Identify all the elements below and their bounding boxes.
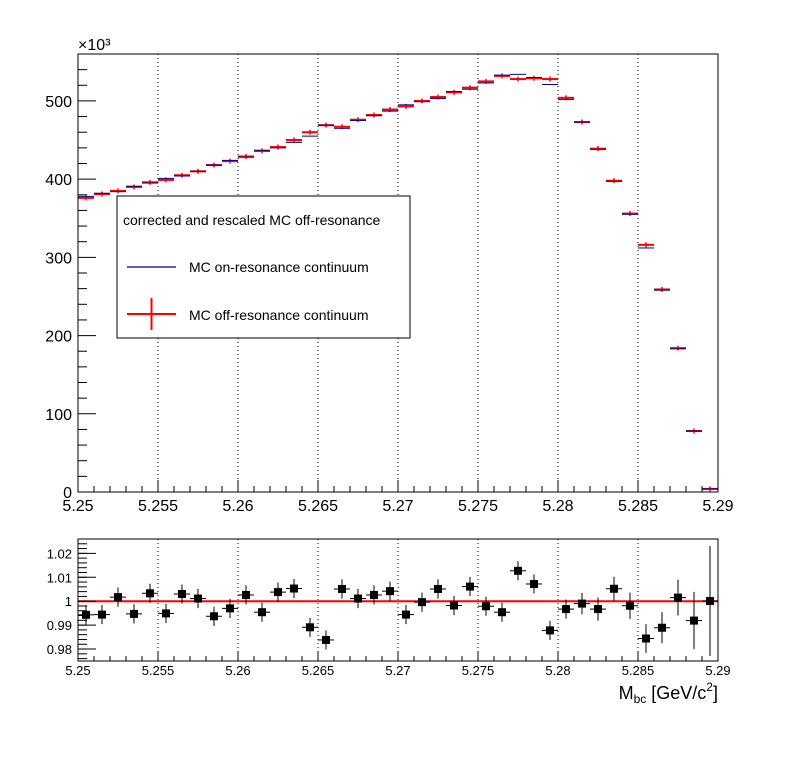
legend-title: corrected and rescaled MC off-resonance — [123, 212, 381, 228]
ratio-y-tick-label: 0.98 — [47, 642, 72, 657]
ratio-point — [514, 566, 522, 575]
ratio-x-tick-label: 5.265 — [302, 663, 335, 678]
ratio-point — [274, 588, 282, 597]
ratio-y-tick-label: 1 — [65, 594, 72, 609]
ratio-x-tick-label: 5.25 — [65, 663, 90, 678]
ratio-point — [466, 582, 474, 591]
ratio-point — [82, 610, 90, 619]
ratio-point — [210, 612, 218, 621]
ratio-point — [594, 605, 602, 614]
main-y-tick-label: 200 — [45, 329, 72, 346]
ratio-point — [706, 596, 714, 605]
main-x-tick-label: 5.265 — [298, 498, 338, 515]
ratio-point — [114, 593, 122, 602]
ratio-point — [322, 635, 330, 644]
ratio-point — [578, 599, 586, 608]
ratio-point — [658, 623, 666, 632]
main-y-tick-label: 300 — [45, 250, 72, 267]
ratio-x-tick-label: 5.255 — [142, 663, 175, 678]
ratio-point — [130, 609, 138, 618]
main-axes: 5.25 5.255 5.26 5.265 5.27 5.275 5.28 5.285 5.29… — [45, 53, 734, 515]
ratio-point — [626, 601, 634, 610]
ratio-point — [226, 604, 234, 613]
ratio-point — [450, 601, 458, 610]
main-x-tick-label: 5.27 — [382, 498, 413, 515]
ratio-point — [290, 584, 298, 593]
main-panel: 5.25 5.255 5.26 5.265 5.27 5.275 5.28 5.285 5.29… — [45, 37, 733, 515]
x-axis-title-rest: [GeV/c — [646, 683, 706, 703]
ratio-point — [402, 610, 410, 619]
ratio-point — [194, 594, 202, 603]
x-axis-title-sub: bc — [634, 692, 647, 706]
ratio-point — [434, 584, 442, 593]
ratio-x-tick-label: 5.26 — [225, 663, 250, 678]
ratio-panel: 5.25 5.255 5.26 5.265 5.27 5.275 5.28 5.285 5.29… — [47, 538, 731, 706]
main-x-tick-label: 5.25 — [62, 498, 93, 515]
ratio-point — [338, 584, 346, 593]
ratio-point — [354, 594, 362, 603]
main-y-tick-label: 400 — [45, 172, 72, 189]
ratio-x-tick-label: 5.28 — [545, 663, 570, 678]
main-exponent-label: ×10³ — [78, 37, 111, 54]
ratio-point — [306, 623, 314, 632]
ratio-point — [418, 598, 426, 607]
ratio-point — [610, 584, 618, 593]
ratio-point — [546, 626, 554, 635]
ratio-x-tick-label: 5.29 — [705, 663, 730, 678]
ratio-point — [498, 608, 506, 617]
main-x-tick-label: 5.275 — [458, 498, 498, 515]
ratio-point — [98, 610, 106, 619]
x-axis-title-main: M — [619, 683, 634, 703]
main-x-tick-label: 5.29 — [702, 498, 733, 515]
ratio-points — [78, 545, 718, 656]
legend-entry-on-resonance: MC on-resonance continuum — [189, 259, 369, 275]
x-axis-title-end: ] — [713, 683, 718, 703]
ratio-grid — [157, 539, 639, 661]
x-axis-title: Mbc [GeV/c2] — [619, 680, 718, 706]
ratio-point — [162, 609, 170, 618]
ratio-point — [178, 590, 186, 599]
ratio-x-tick-label: 5.275 — [462, 663, 495, 678]
ratio-point — [242, 590, 250, 599]
legend-entry-off-resonance: MC off-resonance continuum — [189, 307, 369, 323]
x-axis-title-sup: 2 — [706, 680, 713, 694]
legend: corrected and rescaled MC off-resonance … — [116, 195, 411, 339]
ratio-point — [562, 605, 570, 614]
ratio-point — [386, 587, 394, 596]
main-y-tick-label: 0 — [63, 485, 72, 502]
ratio-point — [674, 593, 682, 602]
main-x-tick-label: 5.26 — [222, 498, 253, 515]
ratio-y-tick-label: 1.01 — [47, 570, 72, 585]
main-x-tick-label: 5.285 — [618, 498, 658, 515]
main-y-tick-label: 100 — [45, 407, 72, 424]
ratio-point — [146, 589, 154, 598]
ratio-point — [258, 608, 266, 617]
ratio-axes: 5.25 5.255 5.26 5.265 5.27 5.275 5.28 5.285 5.29… — [47, 543, 731, 678]
ratio-x-tick-label: 5.285 — [622, 663, 655, 678]
main-x-tick-label: 5.28 — [542, 498, 573, 515]
main-series — [78, 73, 718, 492]
ratio-point — [642, 634, 650, 643]
main-x-tick-label: 5.255 — [138, 498, 178, 515]
ratio-point — [690, 616, 698, 625]
ratio-point — [482, 602, 490, 611]
ratio-y-tick-label: 1.02 — [47, 546, 72, 561]
ratio-point — [530, 579, 538, 588]
ratio-y-tick-label: 0.99 — [47, 618, 72, 633]
main-y-tick-label: 500 — [45, 94, 72, 111]
ratio-point — [370, 590, 378, 599]
ratio-x-tick-label: 5.27 — [385, 663, 410, 678]
